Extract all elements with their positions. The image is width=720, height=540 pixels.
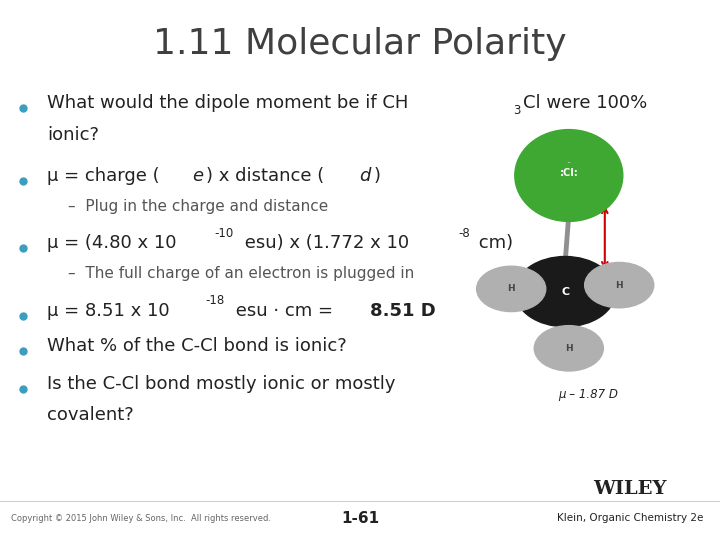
Text: -8: -8 — [458, 226, 470, 240]
Text: 3: 3 — [513, 104, 521, 118]
Text: -18: -18 — [205, 294, 224, 307]
Text: cm): cm) — [474, 234, 513, 252]
Text: μ = 8.51 x 10: μ = 8.51 x 10 — [47, 302, 169, 320]
Text: ): ) — [374, 167, 381, 185]
Ellipse shape — [534, 326, 603, 371]
Text: C: C — [561, 287, 570, 296]
Text: –  Plug in the charge and distance: – Plug in the charge and distance — [68, 199, 328, 214]
Text: WILEY: WILEY — [593, 480, 667, 498]
Text: covalent?: covalent? — [47, 406, 133, 424]
Ellipse shape — [477, 266, 546, 312]
Text: e: e — [192, 167, 203, 185]
Ellipse shape — [515, 256, 616, 327]
Text: 1.11 Molecular Polarity: 1.11 Molecular Polarity — [153, 28, 567, 61]
Text: Is the C-Cl bond mostly ionic or mostly: Is the C-Cl bond mostly ionic or mostly — [47, 375, 395, 393]
Text: H: H — [616, 281, 623, 289]
Text: ) x distance (: ) x distance ( — [207, 167, 325, 185]
Text: –  The full charge of an electron is plugged in: – The full charge of an electron is plug… — [68, 266, 415, 281]
Text: What would the dipole moment be if CH: What would the dipole moment be if CH — [47, 94, 408, 112]
Text: esu) x (1.772 x 10: esu) x (1.772 x 10 — [239, 234, 409, 252]
Text: esu · cm =: esu · cm = — [230, 302, 338, 320]
Text: μ = (4.80 x 10: μ = (4.80 x 10 — [47, 234, 176, 252]
Text: Cl were 100%: Cl were 100% — [523, 94, 647, 112]
Text: 8.51 D: 8.51 D — [370, 302, 436, 320]
Text: Copyright © 2015 John Wiley & Sons, Inc.  All rights reserved.: Copyright © 2015 John Wiley & Sons, Inc.… — [11, 514, 271, 523]
Text: :Cl:: :Cl: — [559, 168, 578, 178]
Text: H: H — [508, 285, 515, 293]
Text: Klein, Organic Chemistry 2e: Klein, Organic Chemistry 2e — [557, 514, 703, 523]
Text: H: H — [565, 344, 572, 353]
Text: What % of the C-Cl bond is ionic?: What % of the C-Cl bond is ionic? — [47, 337, 346, 355]
Text: ··: ·· — [566, 159, 572, 168]
Text: 1-61: 1-61 — [341, 511, 379, 526]
Text: d: d — [359, 167, 370, 185]
Text: μ = charge (: μ = charge ( — [47, 167, 159, 185]
Text: -10: -10 — [214, 226, 233, 240]
Ellipse shape — [515, 130, 623, 221]
Text: μ – 1.87 D: μ – 1.87 D — [558, 388, 618, 401]
Ellipse shape — [585, 262, 654, 308]
Text: ionic?: ionic? — [47, 126, 99, 144]
